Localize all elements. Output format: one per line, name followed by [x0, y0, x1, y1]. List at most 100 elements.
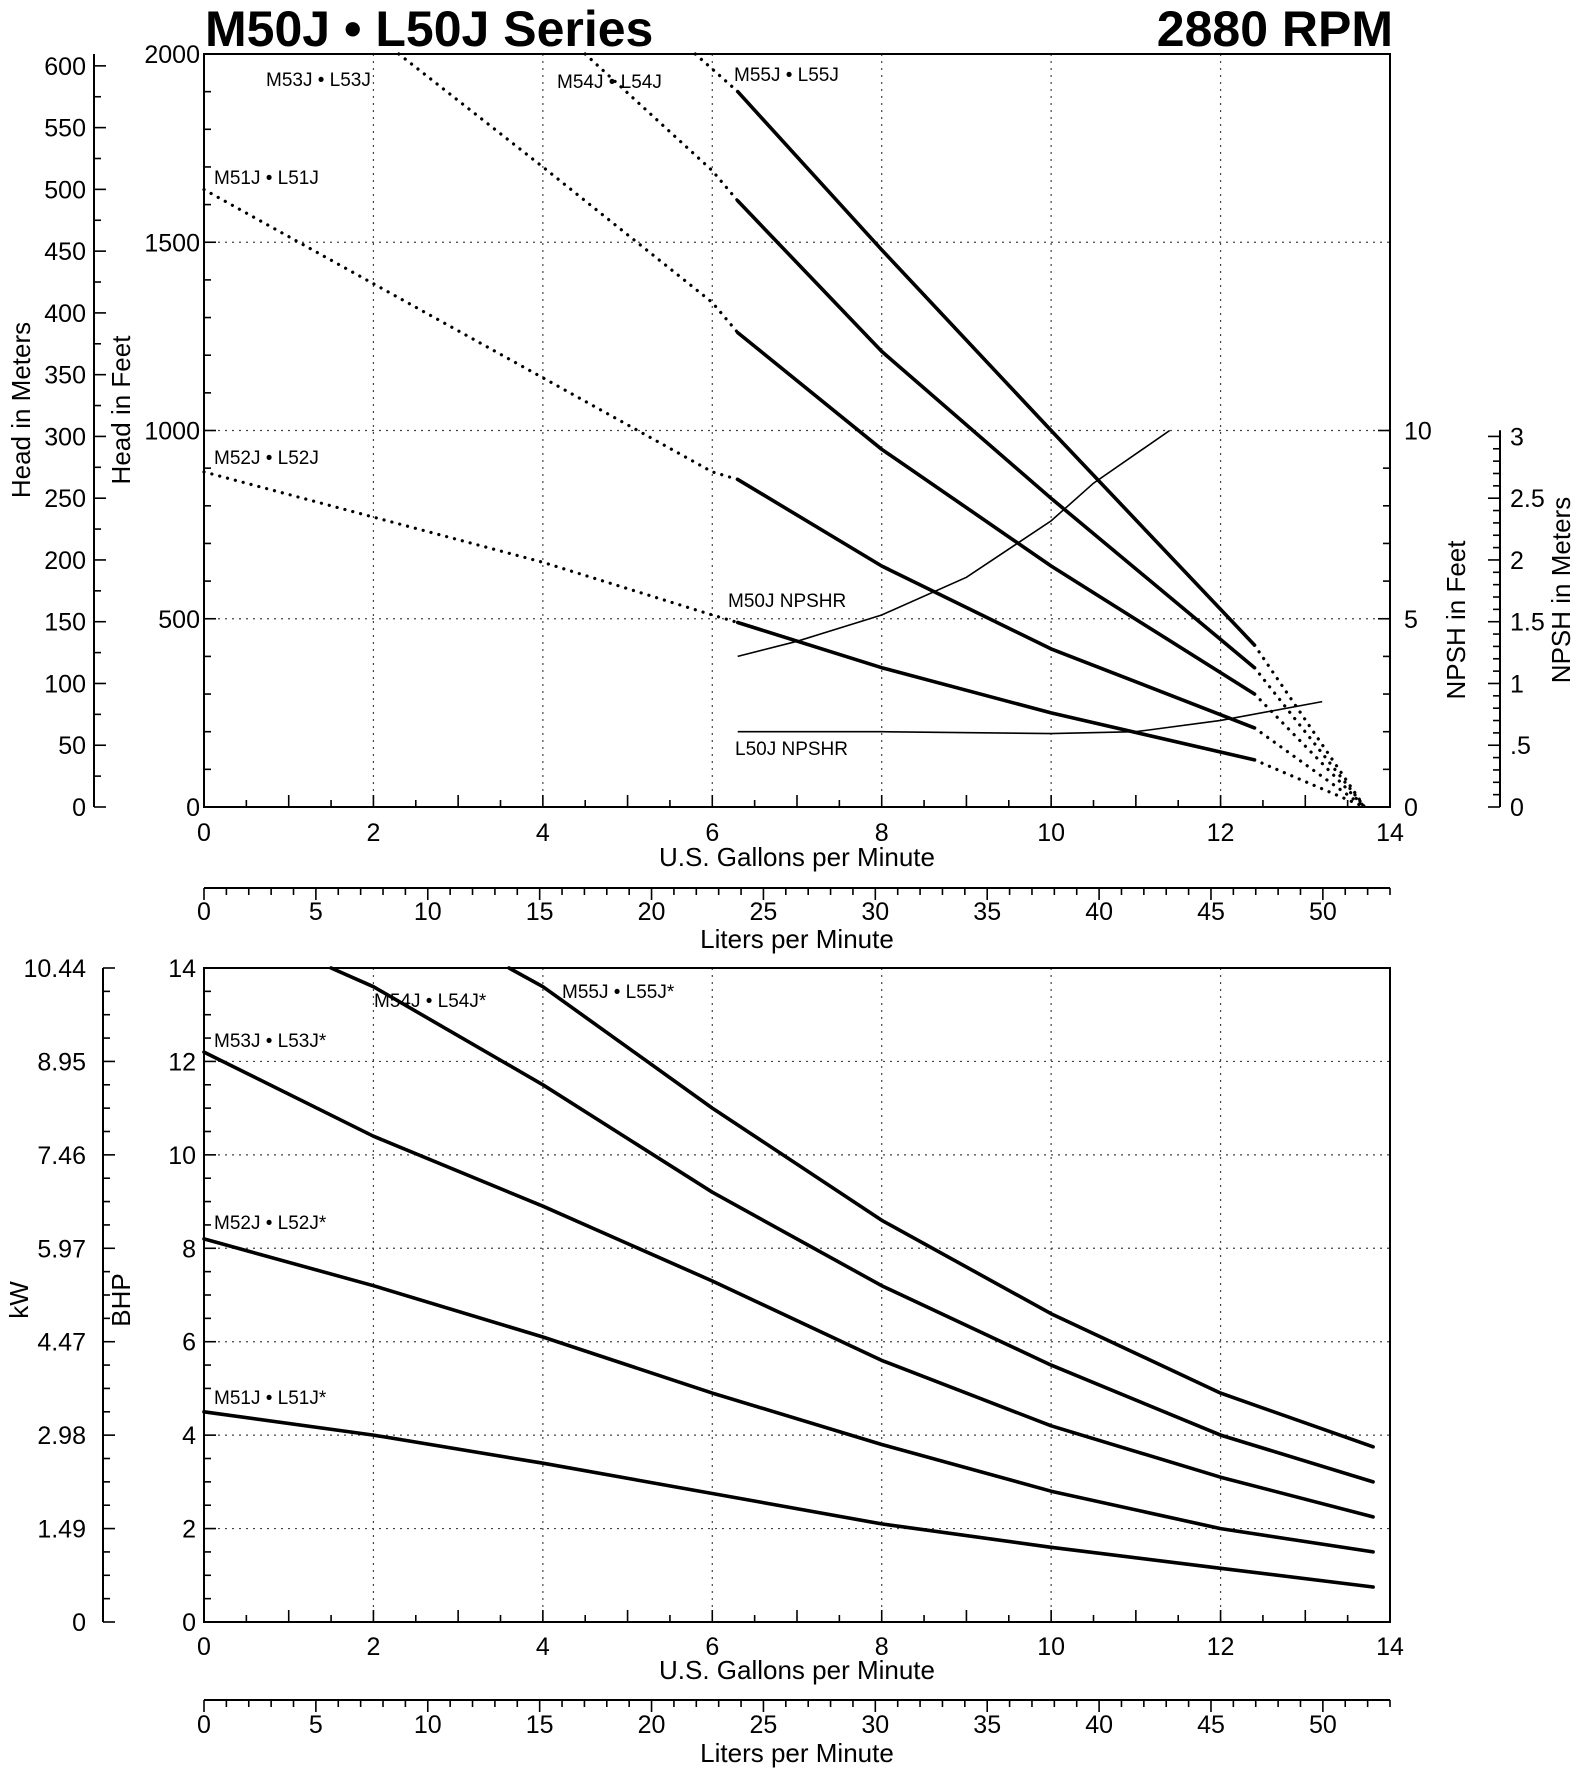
npsh-meters-label: 2.5	[1510, 485, 1545, 513]
meters-tick-label: 500	[44, 176, 86, 204]
bhp-tick-label: 8	[182, 1235, 196, 1263]
power-curve-label: M53J • L53J*	[214, 1031, 327, 1052]
head-curve-solid	[735, 620, 1257, 762]
meters-tick-label: 550	[44, 115, 86, 143]
chart-title: M50J • L50J Series	[205, 1, 653, 57]
npsh-meters-title: NPSH in Meters	[1546, 497, 1576, 683]
lpm-tick-label: 5	[309, 898, 323, 926]
power-curve-label: M54J • L54J*	[374, 991, 487, 1012]
npsh-feet-label: 0	[1404, 794, 1418, 822]
bhp-tick-label: 4	[182, 1422, 196, 1450]
npsh-meters-label: 3	[1510, 423, 1524, 451]
x-tick-label: 14	[1376, 819, 1404, 847]
x-tick-label: 4	[536, 1633, 550, 1661]
head-curve-label: M51J • L51J	[214, 168, 319, 189]
npsh-meters-label: 1	[1510, 670, 1524, 698]
lpm-tick-label: 35	[973, 898, 1001, 926]
lpm-tick-label: 15	[526, 898, 554, 926]
meters-tick-label: 250	[44, 485, 86, 513]
y-feet-label: 2000	[144, 41, 200, 69]
power-curve	[202, 1050, 1375, 1519]
kw-tick-label: 5.97	[37, 1235, 86, 1263]
head-curve-runout	[1252, 666, 1367, 809]
kw-tick-label: 1.49	[37, 1516, 86, 1544]
head-curve-label: M52J • L52J	[214, 448, 319, 469]
head-curve-dotted	[397, 52, 740, 335]
lpm-tick-label: 10	[414, 1711, 442, 1739]
lpm-tick-label: 40	[1085, 898, 1113, 926]
meters-tick-label: 200	[44, 547, 86, 575]
x-tick-label: 2	[366, 819, 380, 847]
y-feet-label: 1000	[144, 418, 200, 446]
x-tick-label: 14	[1376, 1633, 1404, 1661]
npsh-curve-label: L50J NPSHR	[735, 739, 848, 760]
lpm-tick-label: 5	[309, 1711, 323, 1739]
bhp-tick-label: 10	[168, 1142, 196, 1170]
head-curve-dotted	[693, 52, 740, 94]
meters-tick-label: 400	[44, 300, 86, 328]
meters-tick-label: 100	[44, 670, 86, 698]
kw-tick-label: 10.44	[23, 955, 86, 983]
npsh-meters-label: .5	[1510, 732, 1531, 760]
lpm-tick-label: 35	[973, 1711, 1001, 1739]
npsh-meters-label: 2	[1510, 547, 1524, 575]
lpm-tick-label: 15	[526, 1711, 554, 1739]
kw-axis-title: kW	[4, 1281, 34, 1319]
lpm-tick-label: 45	[1197, 898, 1225, 926]
lpm-tick-label: 0	[197, 898, 211, 926]
chart-speed: 2880 RPM	[1157, 1, 1393, 57]
meters-tick-label: 300	[44, 423, 86, 451]
npsh-curve-label: M50J NPSHR	[728, 591, 846, 612]
head-curve-label: M54J • L54J	[557, 72, 662, 93]
kw-tick-label: 7.46	[37, 1142, 86, 1170]
plot-frame	[203, 967, 1391, 1623]
power-curve	[202, 1410, 1375, 1589]
npsh-curve	[737, 700, 1323, 735]
kw-tick-label: 4.47	[37, 1329, 86, 1357]
power-chart: 0 2 4 6 8 10 12 14 U.S. Gallons per Minute 0 5 10 15…	[4, 955, 1404, 1768]
bhp-tick-label: 2	[182, 1516, 196, 1544]
power-curve-label: M51J • L51J*	[214, 1388, 327, 1409]
power-curve-label: M52J • L52J*	[214, 1213, 327, 1234]
meters-tick-label: 150	[44, 609, 86, 637]
lpm-tick-label: 50	[1309, 898, 1337, 926]
power-curve-label: M55J • L55J*	[562, 982, 675, 1003]
npsh-feet-title: NPSH in Feet	[1441, 540, 1471, 700]
kw-tick-label: 8.95	[37, 1048, 86, 1076]
head-curve-label: M55J • L55J	[734, 65, 839, 86]
meters-tick-label: 600	[44, 53, 86, 81]
x-tick-label: 0	[197, 819, 211, 847]
bhp-tick-label: 0	[182, 1609, 196, 1637]
npsh-feet-label: 5	[1404, 606, 1418, 634]
bhp-axis-title: BHP	[106, 1273, 136, 1326]
lpm-tick-label: 10	[414, 898, 442, 926]
npsh-meters-label: 0	[1510, 794, 1524, 822]
x-tick-label: 4	[536, 819, 550, 847]
x-tick-label: 8	[875, 819, 889, 847]
lpm-tick-label: 30	[861, 898, 889, 926]
meters-axis-title: Head in Meters	[6, 322, 36, 498]
npsh-feet-label: 10	[1404, 418, 1432, 446]
x-tick-label: 10	[1037, 819, 1065, 847]
meters-tick-label: 50	[58, 732, 86, 760]
head-curve-runout	[1252, 643, 1367, 809]
x-tick-label: 8	[875, 1633, 889, 1661]
bhp-tick-label: 14	[168, 955, 196, 983]
lpm-tick-label: 45	[1197, 1711, 1225, 1739]
x-tick-label: 12	[1207, 819, 1235, 847]
x-axis-title: U.S. Gallons per Minute	[659, 1655, 935, 1685]
x-tick-label: 10	[1037, 1633, 1065, 1661]
bhp-tick-label: 12	[168, 1048, 196, 1076]
npsh-curve	[737, 429, 1171, 658]
power-curve	[202, 1237, 1375, 1554]
head-curve-solid	[735, 477, 1257, 730]
kw-tick-label: 2.98	[37, 1422, 86, 1450]
head-curve-solid	[735, 330, 1257, 696]
y-feet-label: 500	[158, 606, 200, 634]
meters-tick-label: 350	[44, 362, 86, 390]
y-feet-label: 0	[186, 794, 200, 822]
lpm-tick-label: 20	[638, 1711, 666, 1739]
lpm-tick-label: 40	[1085, 1711, 1113, 1739]
x-tick-label: 0	[197, 1633, 211, 1661]
